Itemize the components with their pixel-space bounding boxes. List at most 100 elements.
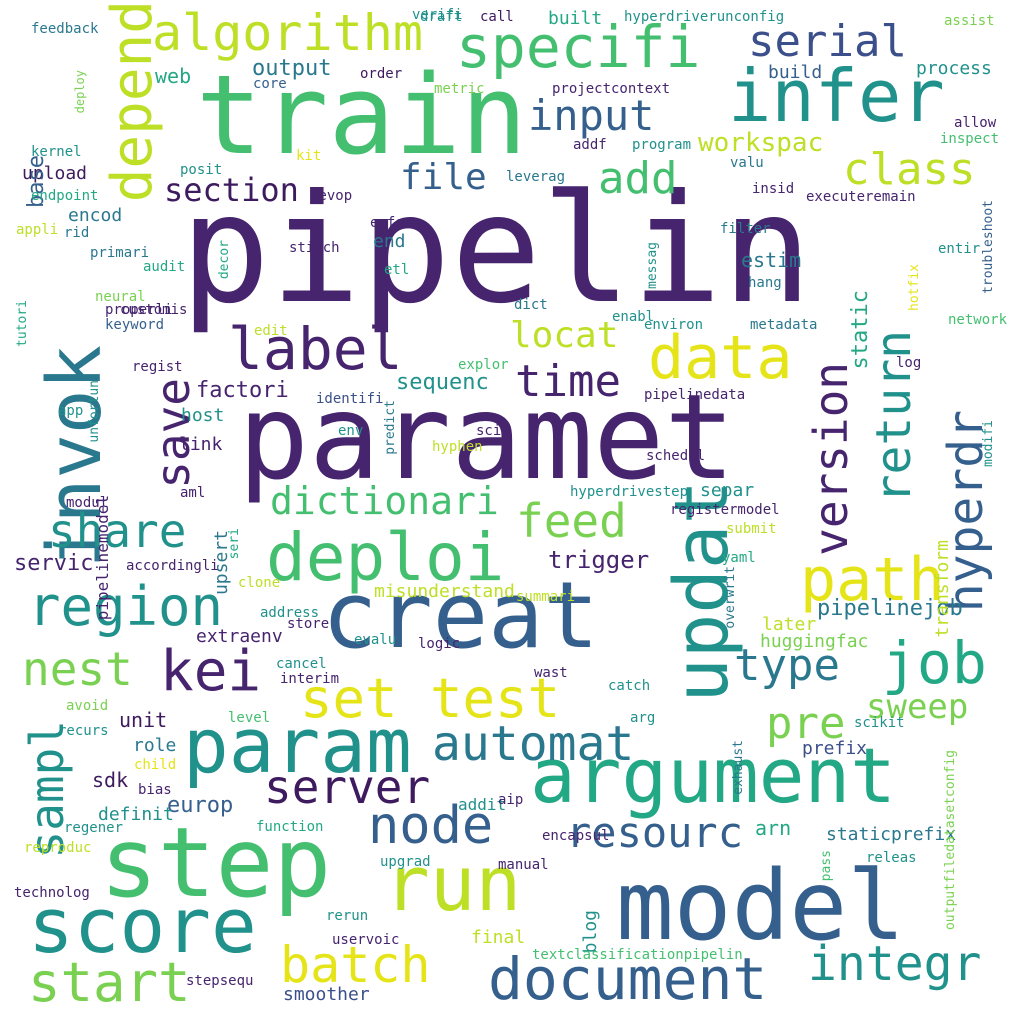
word: aml — [180, 485, 206, 501]
word: link — [179, 434, 223, 455]
word: node — [368, 796, 494, 856]
word: predict — [383, 400, 398, 455]
word: section — [164, 171, 299, 209]
word: upload — [22, 163, 88, 184]
word: estim — [741, 248, 802, 272]
word: stepsequ — [186, 973, 254, 989]
word: time — [515, 356, 621, 407]
word: catch — [608, 678, 651, 694]
word: train — [196, 51, 528, 179]
word: insid — [752, 181, 795, 197]
word: child — [134, 757, 177, 773]
word: pre — [766, 698, 846, 749]
word: explor — [458, 357, 509, 373]
word: unfortun — [87, 380, 102, 443]
word: executeremain — [806, 189, 916, 205]
word: modul — [66, 495, 109, 511]
word: avoid — [66, 698, 109, 714]
word: cancel — [276, 656, 327, 672]
word: modifi — [981, 420, 996, 467]
word: hyperdriverunconfig — [624, 9, 785, 25]
word: clone — [238, 575, 281, 591]
word: rid — [64, 225, 90, 241]
word: hang — [748, 275, 782, 291]
word: endpoint — [31, 188, 99, 204]
word: encapsul — [542, 828, 610, 844]
word: output — [252, 56, 332, 81]
word: neural — [95, 289, 146, 305]
word: prefix — [802, 738, 868, 759]
word: run — [384, 839, 522, 928]
word: enabl — [612, 309, 655, 325]
word: pipelinedata — [644, 387, 746, 403]
word: app — [58, 403, 84, 419]
word: batch — [280, 936, 431, 994]
word: kei — [160, 639, 262, 704]
word: input — [528, 91, 655, 140]
word: add — [598, 153, 678, 204]
word: class — [843, 144, 976, 195]
word: metadata — [750, 317, 818, 333]
word: properli — [105, 302, 173, 318]
word: verifi — [412, 7, 463, 23]
word: dictionari — [270, 479, 499, 523]
word: sci — [476, 423, 502, 439]
word: deploy — [73, 70, 87, 114]
word: type — [734, 640, 840, 691]
word: label — [228, 315, 403, 383]
word: feed — [516, 494, 627, 548]
word: uservoic — [332, 932, 400, 948]
word: staticprefix — [826, 824, 957, 845]
word: factori — [196, 378, 289, 403]
word: unit — [119, 708, 168, 732]
word: creat — [322, 562, 599, 669]
word: allow — [954, 115, 997, 131]
word: yaml — [722, 550, 756, 566]
word: rerun — [326, 908, 369, 924]
word: posit — [180, 162, 223, 178]
word: leverag — [506, 169, 566, 185]
word: param — [183, 701, 412, 790]
word: transform — [932, 540, 953, 638]
word: pipelinemodel — [93, 495, 112, 621]
word: sampl — [20, 720, 74, 859]
word: scikit — [854, 715, 905, 731]
word: score — [28, 881, 257, 970]
word: path — [800, 545, 945, 615]
word: sweep — [866, 687, 969, 727]
word: integr — [808, 936, 982, 992]
word: entir — [938, 241, 981, 257]
word: filter — [720, 221, 771, 237]
word: europ — [167, 793, 234, 818]
word: start — [28, 951, 191, 1014]
word: draft — [420, 9, 463, 25]
word: wast — [534, 665, 568, 681]
word: env — [338, 423, 364, 439]
word: data — [648, 323, 793, 393]
word: locat — [510, 315, 619, 356]
word: infer — [728, 54, 945, 138]
word: environ — [644, 317, 704, 333]
word: server — [264, 760, 431, 814]
word: metric — [434, 81, 485, 97]
word: regener — [64, 820, 124, 836]
word: end — [373, 231, 406, 252]
word: submit — [726, 521, 777, 537]
word: decor — [217, 240, 232, 280]
word: inspect — [940, 131, 1000, 147]
word: messag — [645, 242, 660, 289]
word: core — [253, 76, 287, 92]
word: feedback — [31, 21, 99, 37]
word: hotfix — [907, 264, 922, 311]
word: model — [616, 850, 905, 962]
word: automat — [432, 716, 635, 772]
word: bias — [138, 782, 172, 798]
word: audit — [143, 259, 186, 275]
word: sdk — [92, 768, 129, 792]
word: tutori — [15, 300, 30, 347]
word: share — [48, 504, 187, 558]
word: built — [548, 8, 603, 29]
word: overwrit — [723, 566, 738, 629]
word: serial — [748, 16, 907, 67]
